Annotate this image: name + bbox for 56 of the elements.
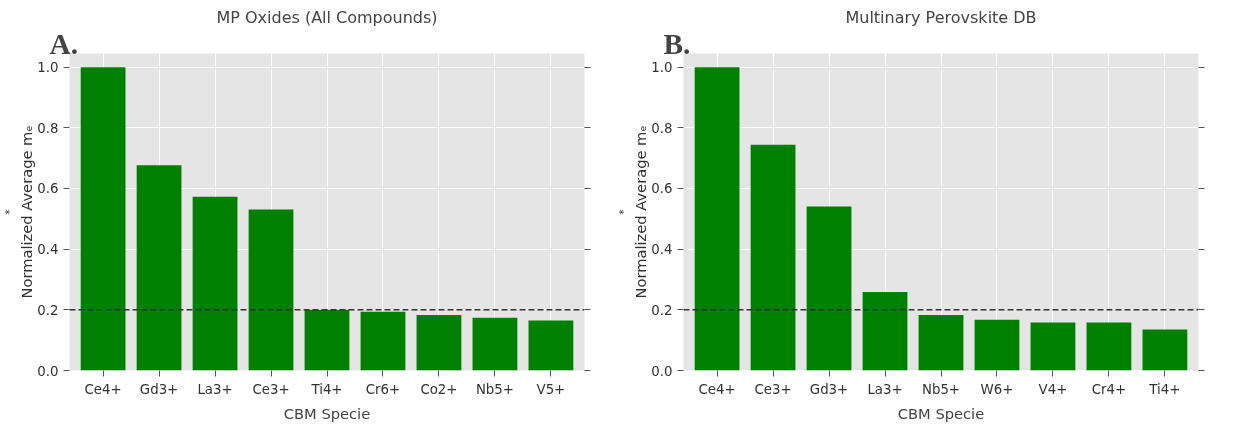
chart-title: Multinary Perovskite DB: [845, 7, 1037, 27]
y-tick-label: 0.2: [651, 302, 673, 318]
chart-title: MP Oxides (All Compounds): [216, 7, 438, 27]
x-tick-label: Gd3+: [809, 381, 849, 397]
x-tick-label: Nb5+: [921, 381, 961, 397]
bar: [528, 320, 574, 371]
bar: [472, 317, 518, 371]
bar: [80, 67, 126, 371]
x-tick-label: Gd3+: [139, 381, 179, 397]
y-tick-label: 1.0: [651, 60, 673, 76]
bar: [416, 314, 462, 371]
bar: [192, 196, 238, 371]
annotation: A.: [49, 27, 79, 60]
y-tick-label: 0.6: [651, 181, 673, 197]
x-tick-label: Co2+: [420, 381, 458, 397]
x-tick-label: W6+: [980, 381, 1014, 397]
x-tick-label: Ce4+: [84, 381, 122, 397]
bar: [918, 314, 964, 371]
y-tick-label: 0.8: [651, 120, 673, 136]
y-tick-label: 0.4: [651, 242, 673, 258]
bar: [1030, 322, 1076, 371]
bar: [974, 319, 1020, 371]
x-axis-title: CBM Specie: [283, 404, 371, 422]
x-tick-label: Cr4+: [1091, 381, 1127, 397]
bar: [360, 311, 406, 371]
annotation: B.: [663, 27, 691, 60]
bar: [304, 309, 350, 371]
x-tick-label: V4+: [1038, 381, 1068, 397]
y-axis-title: Normalized Average mₑ*: [2, 125, 35, 299]
bar: [248, 209, 294, 371]
bar: [862, 291, 908, 371]
x-tick-label: Ti4+: [310, 381, 343, 397]
x-tick-label: La3+: [197, 381, 233, 397]
x-tick-label: Ce4+: [698, 381, 736, 397]
y-tick-label: 0.6: [37, 181, 59, 197]
bar: [1086, 322, 1132, 371]
y-tick-label: 0.2: [37, 302, 59, 318]
x-tick-label: Nb5+: [475, 381, 514, 397]
bar: [136, 165, 182, 371]
x-axis-title: CBM Specie: [897, 404, 985, 422]
y-tick-label: 0.0: [651, 363, 673, 379]
x-tick-label: Cr6+: [365, 381, 401, 397]
y-tick-label: 1.0: [37, 60, 59, 76]
y-tick-label: 0.0: [37, 363, 59, 379]
y-axis-title: Normalized Average mₑ*: [616, 125, 649, 299]
x-tick-label: Ti4+: [1148, 381, 1181, 397]
y-tick-label: 0.4: [37, 242, 59, 258]
bar: [1142, 329, 1188, 371]
bar: [694, 67, 740, 371]
bar: [806, 206, 852, 371]
x-tick-label: Ce3+: [252, 381, 290, 397]
x-tick-label: La3+: [867, 381, 903, 397]
x-tick-label: V5+: [536, 381, 566, 397]
y-tick-label: 0.8: [37, 120, 59, 136]
x-tick-label: Ce3+: [754, 381, 792, 397]
bar: [750, 144, 796, 371]
